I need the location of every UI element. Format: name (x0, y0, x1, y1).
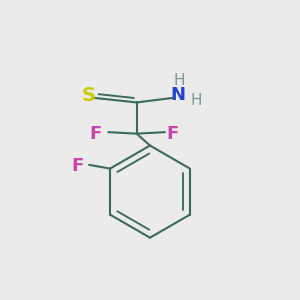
Text: H: H (174, 73, 185, 88)
Text: F: F (166, 125, 178, 143)
Text: S: S (82, 85, 96, 104)
Text: H: H (190, 94, 202, 109)
Text: F: F (89, 125, 101, 143)
Text: F: F (71, 157, 83, 175)
Text: N: N (171, 86, 186, 104)
